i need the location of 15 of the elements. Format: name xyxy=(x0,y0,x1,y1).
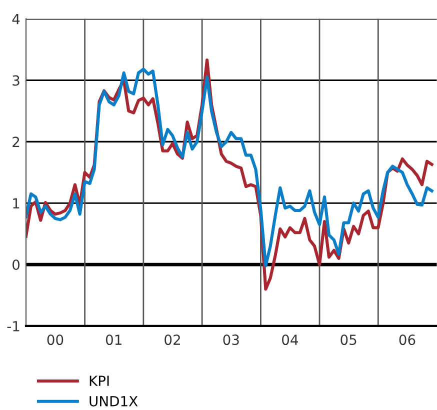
x-tick-label: 03 xyxy=(223,334,239,346)
y-tick-label: 1 xyxy=(13,198,20,208)
y-tick-label: 2 xyxy=(12,136,20,147)
y-tick-label: -1 xyxy=(7,321,20,332)
x-tick-label: 06 xyxy=(399,334,416,346)
legend-label: UND1X xyxy=(90,396,138,406)
y-tick-label: 4 xyxy=(12,14,20,24)
x-tick-label: 01 xyxy=(106,334,122,346)
x-tick-label: 00 xyxy=(47,334,64,346)
legend-label: KPI xyxy=(90,376,109,386)
x-tick-label: 04 xyxy=(282,334,298,346)
x-tick-label: 02 xyxy=(164,334,180,346)
x-tick-label: 05 xyxy=(340,334,356,346)
y-tick-label: 0 xyxy=(12,260,20,270)
y-tick-label: 3 xyxy=(12,75,20,86)
